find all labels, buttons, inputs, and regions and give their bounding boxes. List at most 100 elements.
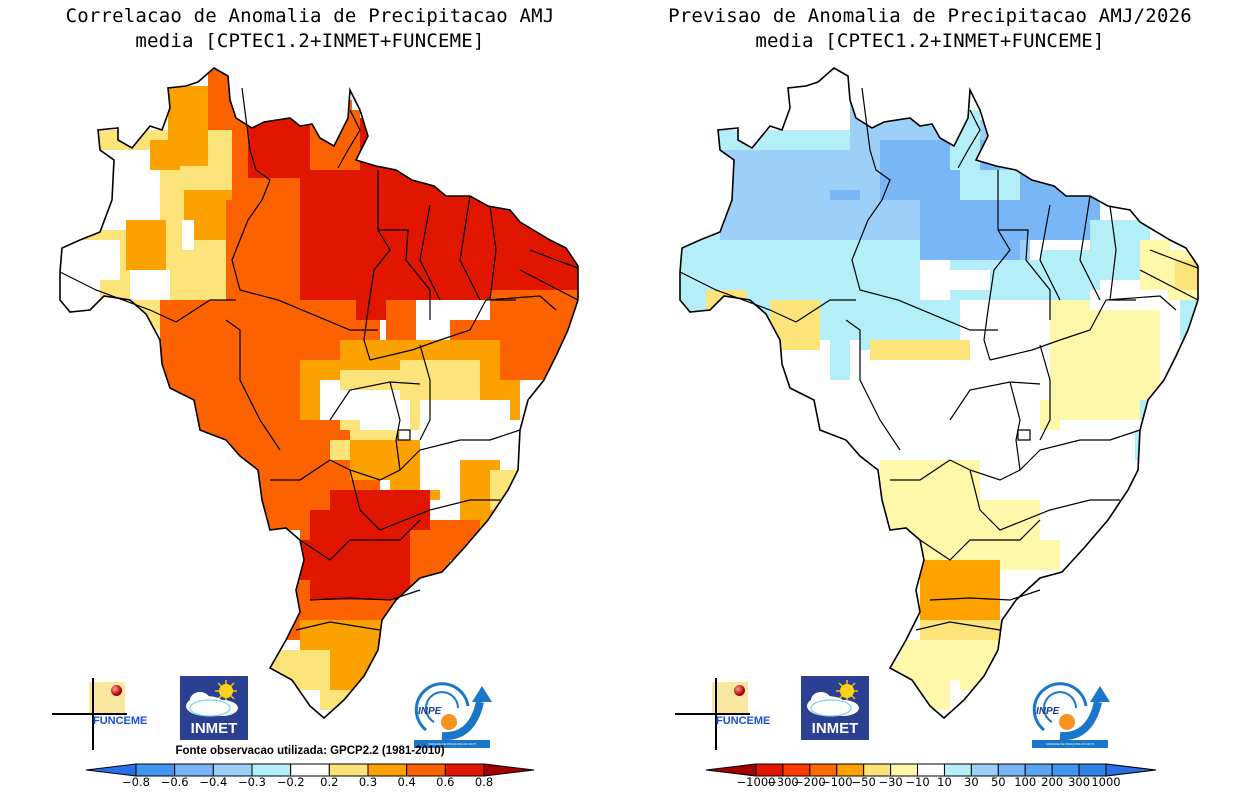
- state-border: [1017, 429, 1031, 441]
- state-border: [957, 109, 981, 169]
- inpe-logo-text: INPE: [418, 706, 442, 717]
- state-border: [929, 589, 1041, 601]
- state-border: [270, 459, 331, 481]
- grid-cell-block: [430, 360, 480, 400]
- state-border: [1039, 204, 1061, 301]
- colorbar-tick-label: −0.6: [160, 775, 189, 789]
- state-border: [399, 429, 521, 471]
- grid-cell-block: [1135, 430, 1147, 460]
- correlation-map: [59, 67, 579, 720]
- colorbar-tick-label: 0.8: [474, 775, 494, 789]
- inpe-swirl-icon: INPE: [1032, 682, 1110, 741]
- state-border: [919, 519, 1041, 561]
- state-border: [175, 299, 236, 323]
- inpe-logo-text: INPE: [1036, 706, 1060, 717]
- state-border: [1109, 205, 1136, 301]
- inpe-band-text: UNIDADE DE PESQUISA DO MCTI: [414, 740, 490, 748]
- grid-cell-block: [770, 300, 820, 350]
- colorbar-tick-label: −0.3: [238, 775, 266, 789]
- colorbar-tick-label: −0.8: [122, 775, 150, 789]
- grid-cell-block: [130, 270, 170, 300]
- inmet-logo-text: INMET: [190, 720, 238, 737]
- state-border: [378, 229, 431, 320]
- state-border: [529, 249, 579, 269]
- state-border: [1139, 269, 1199, 301]
- title-line-1: Correlacao de Anomalia de Precipitacao A…: [65, 5, 555, 27]
- state-border: [485, 295, 557, 311]
- inmet-logo: INMET: [801, 676, 869, 740]
- grid-cell-block: [330, 200, 390, 250]
- state-border: [459, 195, 481, 301]
- correlation-panel: Correlacao de Anomalia de Precipitacao A…: [52, 5, 579, 789]
- state-border: [309, 589, 421, 601]
- grid-cell-block: [310, 110, 360, 170]
- grid-cell-block: [1175, 260, 1198, 290]
- state-border: [1019, 429, 1141, 471]
- grid-cell-block: [126, 220, 166, 270]
- forecast-map: [679, 67, 1199, 720]
- state-border: [679, 271, 797, 323]
- grid-cell-block: [350, 440, 410, 480]
- colorbar-tick-label: 0.3: [358, 775, 378, 789]
- state-border: [795, 299, 856, 323]
- grid-cell-block: [360, 400, 410, 430]
- state-border: [949, 381, 1041, 421]
- grid-cell-block: [330, 490, 410, 530]
- funceme-logo: FUNCEME: [675, 678, 770, 750]
- inmet-logo-text: INMET: [811, 720, 859, 737]
- inpe-band-text: UNIDADE DE PESQUISA DO MCTI: [1032, 740, 1108, 748]
- source-note: Fonte observacao utilizada: GPCP2.2 (198…: [175, 745, 445, 757]
- colorbar-tick-label: 1000: [1091, 775, 1121, 789]
- state-border: [329, 381, 421, 421]
- state-border: [989, 299, 1107, 361]
- state-border: [419, 204, 441, 301]
- grid-cell-block: [870, 340, 970, 360]
- grid-cell-block: [890, 660, 950, 710]
- colorbar-tick-label: 0.6: [436, 775, 455, 789]
- grid-cell-block: [960, 170, 1020, 200]
- colorbar-tick-label: 300: [1068, 775, 1091, 789]
- state-border: [225, 319, 281, 451]
- inmet-logo: INMET: [180, 676, 248, 740]
- state-border: [1039, 344, 1051, 441]
- grid-cell-block: [380, 120, 578, 300]
- title-line-1: Previsao de Anomalia de Precipitacao AMJ…: [668, 5, 1192, 27]
- grid-cell-block: [300, 540, 340, 580]
- state-border: [397, 429, 411, 441]
- colorbar-tick-label: −300: [767, 775, 799, 789]
- state-border: [349, 469, 500, 531]
- colorbar-tick-label: −0.4: [199, 775, 228, 789]
- inpe-logo: INPE UNIDADE DE PESQUISA DO MCTI: [412, 678, 494, 750]
- colorbar-tick-label: 100: [1014, 775, 1037, 789]
- country-outline: [59, 67, 579, 720]
- colorbar-tick-label: 50: [990, 775, 1006, 789]
- inpe-swirl-icon: INPE: [414, 682, 492, 741]
- state-border: [489, 205, 516, 301]
- grid-cell-block: [280, 690, 320, 718]
- grid-cell-block: [1180, 300, 1198, 340]
- colorbar-tick-label: −50: [851, 775, 876, 789]
- grid-cell-block: [150, 140, 180, 170]
- colorbar-tick-label: −200: [794, 775, 826, 789]
- state-border: [419, 344, 431, 441]
- colorbar-tick-label: −1000: [736, 775, 776, 789]
- state-border: [851, 87, 998, 331]
- grid-cell-block: [1000, 540, 1060, 570]
- state-border: [845, 319, 901, 451]
- state-border: [1079, 195, 1101, 301]
- funceme-logo-text: FUNCEME: [93, 715, 148, 727]
- state-border: [969, 469, 1120, 531]
- colorbar-tick-label: 0.4: [397, 775, 416, 789]
- forecast-panel: Previsao de Anomalia de Precipitacao AMJ…: [620, 0, 1240, 802]
- colorbar-tick-label: −30: [878, 775, 903, 789]
- grid-cell-block: [1010, 200, 1100, 240]
- state-border: [59, 271, 177, 323]
- colorbar-tick-label: 10: [937, 775, 952, 789]
- country-outline: [679, 67, 1199, 720]
- inpe-logo: INPE UNIDADE DE PESQUISA DO MCTI: [1030, 678, 1112, 750]
- state-border: [519, 269, 579, 301]
- colorbar-tick-label: −0.2: [276, 775, 305, 789]
- cloud-sun-icon: [807, 680, 859, 717]
- state-border: [295, 621, 381, 631]
- grid-cell-block: [830, 320, 850, 380]
